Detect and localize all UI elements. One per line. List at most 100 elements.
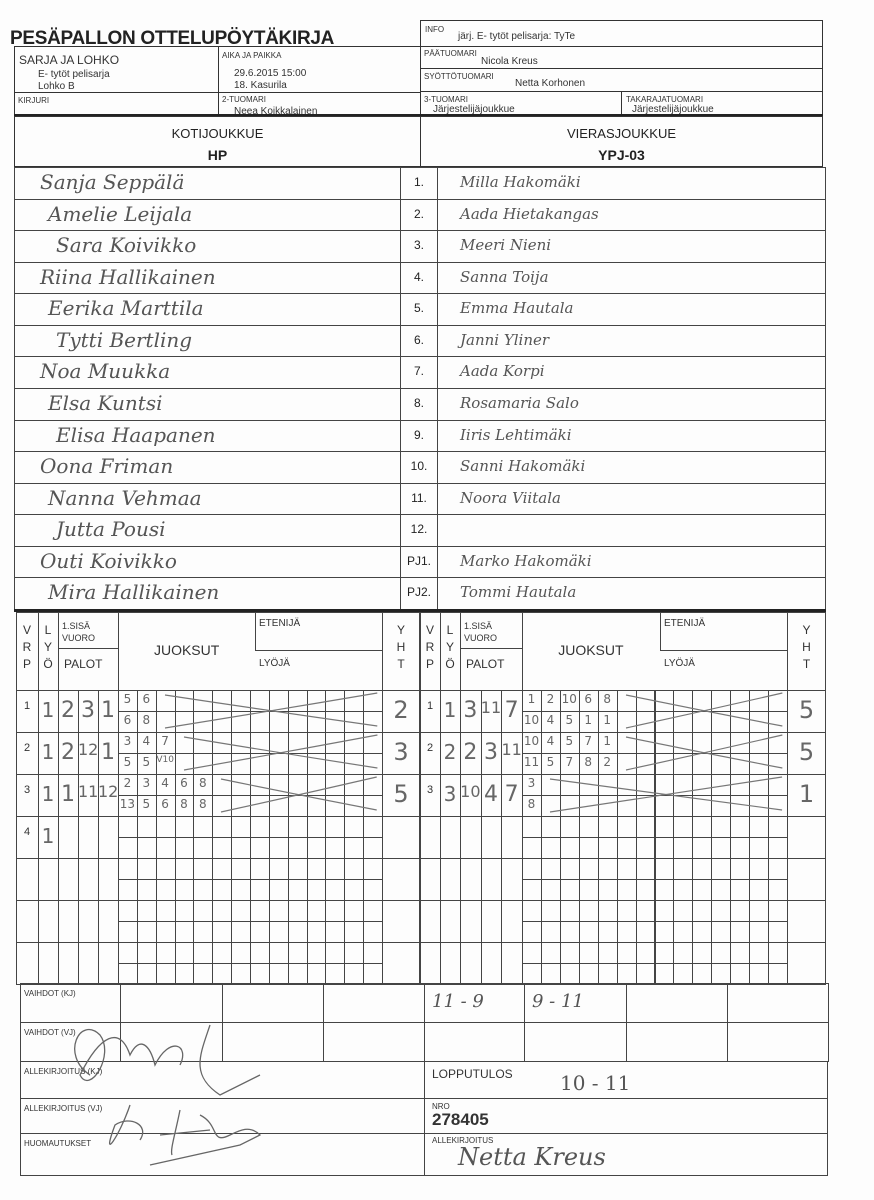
juoksut-cell [250, 879, 270, 901]
juoksut-cell [155, 942, 176, 964]
run-top: 6 [180, 776, 188, 790]
run-top: 8 [199, 776, 207, 790]
juoksut-cell [768, 900, 788, 922]
lyoja-label: LYÖJÄ [259, 658, 290, 669]
run-top: 1 [527, 692, 536, 706]
juoksut-cell [673, 816, 694, 838]
vaihdot-vj-cell [424, 1022, 525, 1062]
strike-through-mark [625, 692, 783, 729]
run-bottom: 1 [603, 713, 611, 727]
juoksut-cell [597, 942, 618, 964]
juoksut-cell [344, 900, 365, 922]
juoksut-cell [268, 858, 289, 880]
juoksut-cell [231, 858, 251, 880]
run-bottom: 8 [142, 713, 151, 727]
lyo-cell [440, 942, 461, 985]
juoksut-cell [231, 837, 251, 859]
run-bottom: 5 [142, 755, 151, 769]
tuomari3-label: 3-TUOMARI [424, 95, 468, 104]
juoksut-cell [136, 858, 157, 880]
palot-cell [480, 900, 503, 943]
juoksut-cell [287, 921, 308, 943]
juoksut-cell [559, 942, 580, 964]
yht-cell [787, 942, 826, 985]
juoksut-cell [711, 963, 732, 985]
roster-number: 7. [413, 364, 424, 379]
roster-number: 12. [410, 522, 428, 537]
juoksut-cell [306, 963, 327, 985]
juoksut-cell [522, 879, 542, 901]
juoksut-cell [212, 942, 233, 964]
juoksut-cell [749, 921, 770, 943]
roster-number: 1. [413, 175, 424, 189]
run-bottom: 11 [523, 755, 540, 769]
vaihdot-kj-cell [626, 983, 728, 1023]
juoksut-cell [193, 858, 214, 880]
juoksut-cell [363, 963, 383, 985]
juoksut-cell [730, 942, 751, 964]
allekirjoitus-label: ALLEKIRJOITUS [432, 1136, 494, 1145]
juoksut-cell [174, 942, 195, 964]
run-bottom: 5 [123, 755, 132, 769]
juoksut-cell [711, 879, 732, 901]
juoksut-cell [174, 963, 195, 985]
juoksut-cell [325, 942, 346, 964]
juoksut-cell [118, 942, 138, 964]
info-label: INFO [425, 25, 445, 34]
away-player-name: Meeri Nieni [460, 236, 552, 255]
juoksut-cell [155, 900, 176, 922]
roster-number: 10. [410, 459, 428, 474]
lyo-value: 1 [41, 782, 55, 806]
juoksut-cell [635, 858, 656, 880]
home-player-name: Riina Hallikainen [40, 264, 216, 289]
juoksut-cell [306, 921, 327, 943]
syottotuomari-label: SYÖTTÖTUOMARI [424, 72, 494, 81]
juoksut-cell [231, 963, 251, 985]
lyo-value: 1 [443, 698, 457, 722]
run-bottom: 2 [603, 755, 611, 769]
run-top: 10 [561, 692, 577, 706]
juoksut-cell [306, 858, 327, 880]
juoksut-cell [711, 837, 732, 859]
juoksut-cell [522, 900, 542, 922]
juoksut-cell [654, 858, 675, 880]
vaihdot-vj-label: VAIHDOT (VJ) [24, 1028, 76, 1037]
juoksut-cell [155, 816, 176, 838]
juoksut-cell [522, 921, 542, 943]
juoksut-cell [325, 900, 346, 922]
palot-value: 12 [78, 740, 99, 759]
juoksut-cell [711, 921, 732, 943]
palot-cell [501, 942, 523, 985]
juoksut-cell [730, 837, 751, 859]
juoksut-cell [306, 942, 327, 964]
juoksut-cell [136, 963, 157, 985]
juoksut-cell [136, 879, 157, 901]
strike-through-mark [625, 734, 783, 771]
juoksut-cell [193, 963, 214, 985]
palot-cell [460, 816, 482, 859]
juoksut-cell [768, 879, 788, 901]
juoksut-cell [306, 816, 327, 838]
juoksut-cell [287, 858, 308, 880]
strike-through-mark [183, 734, 378, 771]
vaihdot-vj-cell [323, 1022, 425, 1062]
palot-value: 2 [61, 698, 75, 723]
away-player-name: Rosamaria Salo [460, 394, 579, 412]
juoksut-cell [616, 921, 637, 943]
juoksut-cell [635, 879, 656, 901]
run-top: 6 [584, 692, 593, 706]
huomautukset-label: HUOMAUTUKSET [24, 1139, 92, 1148]
juoksut-cell [155, 858, 176, 880]
run-bottom: 1 [584, 713, 593, 727]
juoksut-cell [768, 837, 788, 859]
yht-value: 1 [798, 780, 815, 808]
juoksut-cell [559, 921, 580, 943]
takaraja-value: Järjestelijäjoukkue [632, 104, 714, 115]
juoksut-cell [231, 921, 251, 943]
juoksut-cell [540, 921, 561, 943]
juoksut-cell [231, 879, 251, 901]
juoksut-cell [730, 816, 751, 838]
roster-number: 6. [413, 332, 424, 347]
lyo-header-letter: L [446, 623, 454, 637]
yht-cell [787, 858, 826, 901]
